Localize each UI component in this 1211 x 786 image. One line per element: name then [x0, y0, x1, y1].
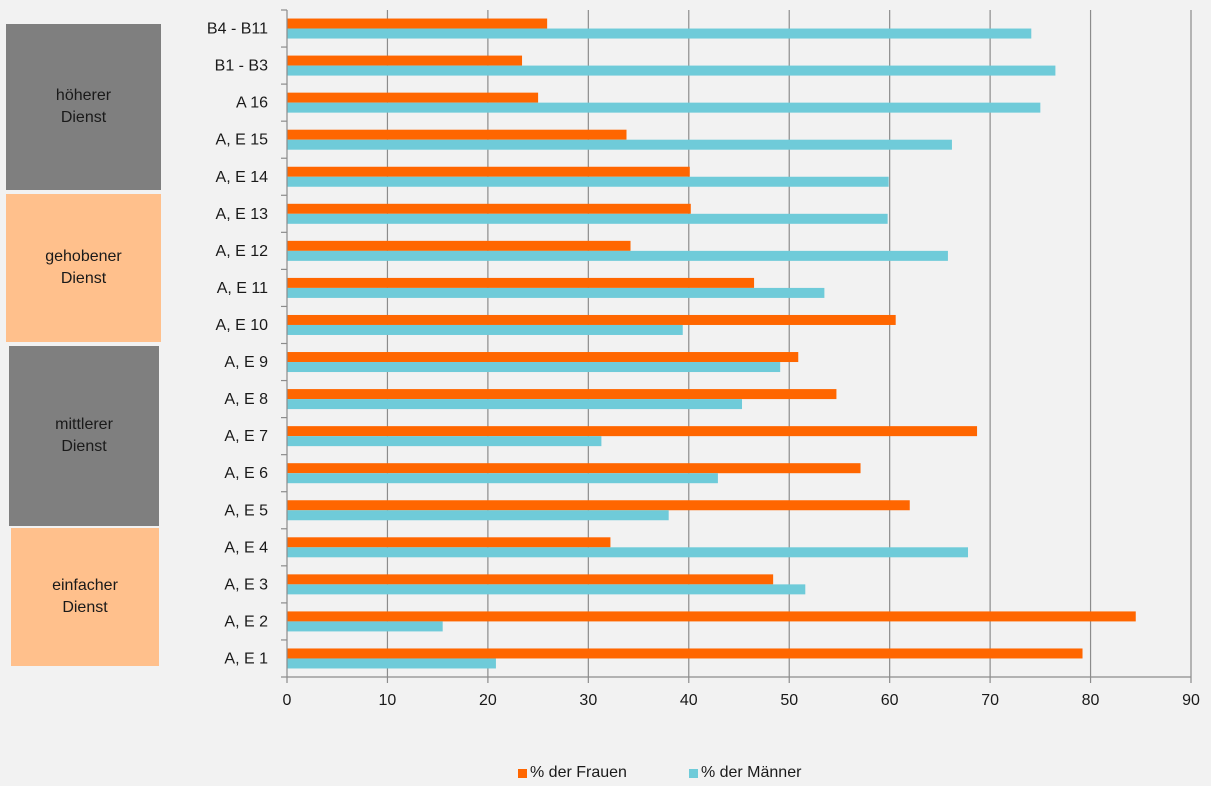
- bar-maenner: [287, 65, 1056, 76]
- bar-maenner: [287, 436, 602, 447]
- category-label: A, E 10: [216, 317, 269, 334]
- bar-frauen: [287, 166, 690, 177]
- x-tick-label: 50: [780, 692, 798, 709]
- bar-maenner: [287, 510, 669, 521]
- category-label: A, E 7: [224, 428, 268, 445]
- category-label: A, E 5: [224, 502, 268, 519]
- bar-maenner: [287, 621, 443, 632]
- category-label: A, E 4: [224, 539, 268, 556]
- category-label: A, E 6: [224, 465, 268, 482]
- bar-frauen: [287, 537, 611, 548]
- x-tick-label: 60: [881, 692, 899, 709]
- category-label: B4 - B11: [207, 21, 268, 38]
- legend-label-frauen: % der Frauen: [530, 764, 627, 781]
- legend-label-maenner: % der Männer: [700, 764, 802, 781]
- bar-frauen: [287, 314, 896, 325]
- group-gehobener-dienst: gehobener Dienst: [6, 194, 161, 342]
- bar-frauen: [287, 426, 978, 437]
- legend-item-frauen: % der Frauen: [518, 764, 627, 782]
- bar-maenner: [287, 584, 806, 595]
- category-label: A, E 9: [224, 354, 268, 371]
- group-label: gehobener Dienst: [45, 248, 122, 287]
- x-tick-label: 40: [680, 692, 698, 709]
- legend-swatch-frauen: [518, 768, 527, 778]
- category-label: B1 - B3: [215, 58, 268, 75]
- bar-frauen: [287, 277, 755, 288]
- bar-frauen: [287, 389, 837, 400]
- bar-maenner: [287, 139, 952, 150]
- x-tick-label: 0: [283, 692, 292, 709]
- category-label: A, E 13: [216, 206, 269, 223]
- bar-frauen: [287, 648, 1083, 659]
- bar-maenner: [287, 287, 825, 298]
- chart-legend: % der Frauen % der Männer: [518, 764, 801, 782]
- group-label: mittlerer Dienst: [55, 416, 113, 455]
- category-label: A, E 3: [224, 576, 268, 593]
- bar-maenner: [287, 399, 743, 410]
- bar-frauen: [287, 611, 1136, 622]
- bar-maenner: [287, 176, 889, 187]
- bar-maenner: [287, 324, 683, 335]
- bar-frauen: [287, 352, 799, 363]
- bar-maenner: [287, 362, 781, 373]
- category-label: A, E 2: [224, 613, 268, 630]
- x-tick-label: 90: [1182, 692, 1200, 709]
- x-tick-label: 20: [479, 692, 497, 709]
- bar-maenner: [287, 547, 969, 558]
- bar-frauen: [287, 92, 539, 103]
- bar-maenner: [287, 473, 718, 484]
- x-tick-label: 10: [379, 692, 397, 709]
- group-label: höherer Dienst: [55, 87, 112, 126]
- group-label: einfacher Dienst: [52, 577, 118, 616]
- bar-frauen: [287, 55, 523, 66]
- bar-frauen: [287, 129, 627, 140]
- category-label: A, E 1: [224, 650, 268, 667]
- category-label: A, E 11: [217, 280, 268, 297]
- bar-maenner: [287, 658, 496, 669]
- category-label: A 16: [236, 95, 268, 112]
- bar-frauen: [287, 574, 774, 585]
- bar-frauen: [287, 240, 631, 251]
- category-label: A, E 15: [216, 132, 269, 149]
- legend-swatch-maenner: [688, 768, 698, 778]
- group-mittlerer-dienst: mittlerer Dienst: [9, 346, 159, 526]
- category-label: A, E 8: [224, 391, 268, 408]
- bar-frauen: [287, 18, 548, 29]
- group-einfacher-dienst: einfacher Dienst: [11, 528, 159, 666]
- category-label: A, E 14: [216, 169, 269, 186]
- x-tick-label: 80: [1082, 692, 1100, 709]
- legend-item-maenner: % der Männer: [688, 764, 802, 782]
- bar-maenner: [287, 28, 1032, 39]
- x-tick-label: 30: [579, 692, 597, 709]
- bar-maenner: [287, 213, 888, 224]
- x-tick-label: 70: [981, 692, 999, 709]
- bar-frauen: [287, 500, 910, 511]
- category-label: A, E 12: [216, 243, 269, 260]
- bar-maenner: [287, 250, 948, 261]
- bar-frauen: [287, 203, 691, 214]
- bar-maenner: [287, 102, 1041, 113]
- group-hoeherer-dienst: höherer Dienst: [6, 24, 161, 190]
- bar-frauen: [287, 463, 861, 474]
